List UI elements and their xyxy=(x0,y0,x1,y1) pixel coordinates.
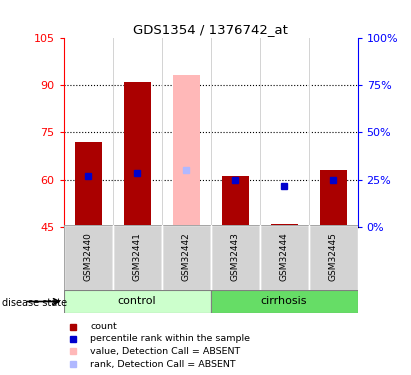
Bar xyxy=(309,225,358,291)
Text: GSM32440: GSM32440 xyxy=(84,232,93,281)
Bar xyxy=(162,225,211,291)
Bar xyxy=(211,225,260,291)
Text: GSM32444: GSM32444 xyxy=(279,232,289,281)
Bar xyxy=(173,75,200,227)
Text: control: control xyxy=(118,297,157,306)
Bar xyxy=(260,225,309,291)
Text: GSM32443: GSM32443 xyxy=(231,232,240,281)
Text: GSM32445: GSM32445 xyxy=(328,232,337,281)
Text: disease state: disease state xyxy=(2,298,67,308)
Bar xyxy=(211,290,358,313)
Bar xyxy=(124,82,151,227)
Text: cirrhosis: cirrhosis xyxy=(261,297,307,306)
Text: rank, Detection Call = ABSENT: rank, Detection Call = ABSENT xyxy=(90,360,236,369)
Bar xyxy=(222,176,249,227)
Bar xyxy=(64,290,210,313)
Bar xyxy=(75,142,102,227)
Text: GSM32441: GSM32441 xyxy=(133,232,142,281)
Text: count: count xyxy=(90,322,117,331)
Title: GDS1354 / 1376742_at: GDS1354 / 1376742_at xyxy=(133,23,288,36)
Text: value, Detection Call = ABSENT: value, Detection Call = ABSENT xyxy=(90,346,240,355)
Bar xyxy=(113,225,162,291)
Bar xyxy=(320,170,346,227)
Text: percentile rank within the sample: percentile rank within the sample xyxy=(90,334,250,343)
Text: GSM32442: GSM32442 xyxy=(182,232,191,281)
Bar xyxy=(64,225,113,291)
Bar xyxy=(270,224,298,227)
